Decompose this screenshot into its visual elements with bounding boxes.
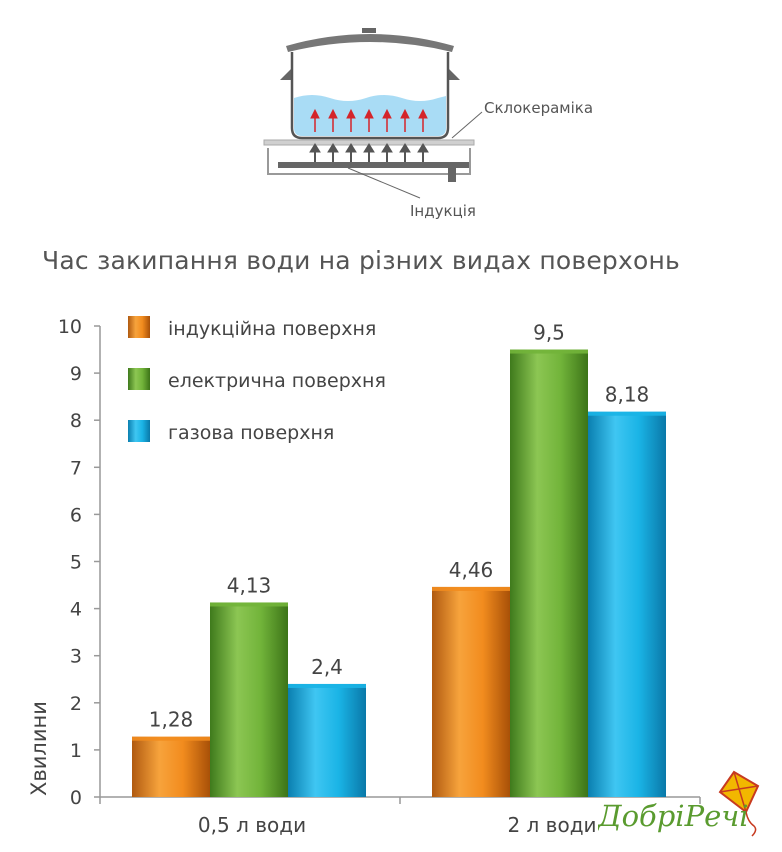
heat-arrows bbox=[310, 108, 428, 132]
y-tick-label: 1 bbox=[70, 740, 82, 762]
cooktop-housing bbox=[267, 148, 471, 175]
induction-coil bbox=[278, 162, 470, 168]
bar-value-label: 4,13 bbox=[227, 573, 272, 597]
x-category-label: 0,5 л води bbox=[198, 813, 306, 837]
y-tick-label: 8 bbox=[70, 410, 82, 432]
bar bbox=[588, 411, 666, 797]
y-tick-label: 6 bbox=[70, 504, 82, 526]
bar-value-label: 2,4 bbox=[311, 655, 343, 679]
axes: 0 1 2 3 4 5 6 7 8 9 10 0,5 л води 2 л води bbox=[58, 316, 701, 837]
bar bbox=[510, 349, 588, 797]
bar bbox=[132, 736, 210, 797]
legend-label: газова поверхня bbox=[168, 422, 334, 444]
y-tick-label: 5 bbox=[70, 552, 82, 574]
bar-top-edge bbox=[432, 586, 510, 591]
bar-value-label: 9,5 bbox=[533, 321, 565, 345]
x-category-label: 2 л води bbox=[507, 813, 596, 837]
y-tick-label: 9 bbox=[70, 363, 82, 385]
pot-lid bbox=[286, 34, 454, 52]
bar bbox=[288, 683, 366, 797]
y-tick-label: 2 bbox=[70, 693, 82, 715]
legend-label: електрична поверхня bbox=[168, 370, 386, 392]
lid-knob bbox=[362, 28, 376, 33]
kite-icon bbox=[718, 770, 760, 837]
bar bbox=[432, 586, 510, 797]
bar-top-edge bbox=[588, 411, 666, 416]
bar-top-edge bbox=[210, 602, 288, 607]
induction-arrows bbox=[309, 143, 429, 162]
pot-handle-right bbox=[446, 66, 460, 80]
y-tick-label: 10 bbox=[58, 316, 82, 338]
y-tick-label: 0 bbox=[70, 787, 82, 809]
label-induction: Індукція bbox=[410, 202, 476, 220]
bar bbox=[210, 602, 288, 797]
y-axis-label: Хвилини bbox=[27, 701, 51, 796]
leader-glass bbox=[451, 111, 483, 139]
housing-foot bbox=[448, 168, 456, 182]
legend-label: індукційна поверхня bbox=[168, 318, 376, 340]
bar-top-edge bbox=[132, 736, 210, 741]
legend-swatch bbox=[128, 368, 150, 390]
bar-value-label: 4,46 bbox=[449, 558, 494, 582]
label-glass-ceramic: Склокераміка bbox=[484, 99, 594, 117]
y-tick-label: 4 bbox=[70, 599, 82, 621]
legend-swatch bbox=[128, 316, 150, 338]
pot-handle-left bbox=[280, 66, 294, 80]
dobri-rechi-logo: ДобріРечі bbox=[598, 770, 760, 837]
y-tick-label: 3 bbox=[70, 646, 82, 668]
bar-top-edge bbox=[288, 683, 366, 688]
legend-swatch bbox=[128, 420, 150, 442]
bar-top-edge bbox=[510, 349, 588, 354]
logo-text: ДобріРечі bbox=[598, 799, 749, 833]
bar-value-label: 1,28 bbox=[149, 708, 194, 732]
bars: 1,28 4,46 4,13 9,5 2,4 8,18 bbox=[132, 321, 666, 797]
leader-induction bbox=[347, 167, 421, 199]
y-tick-label: 7 bbox=[70, 457, 82, 479]
bar-value-label: 8,18 bbox=[605, 383, 650, 407]
chart-title: Час закипання води на різних видах повер… bbox=[42, 246, 680, 275]
legend: індукційна поверхня електрична поверхня га… bbox=[128, 316, 386, 444]
induction-diagram bbox=[263, 28, 483, 199]
